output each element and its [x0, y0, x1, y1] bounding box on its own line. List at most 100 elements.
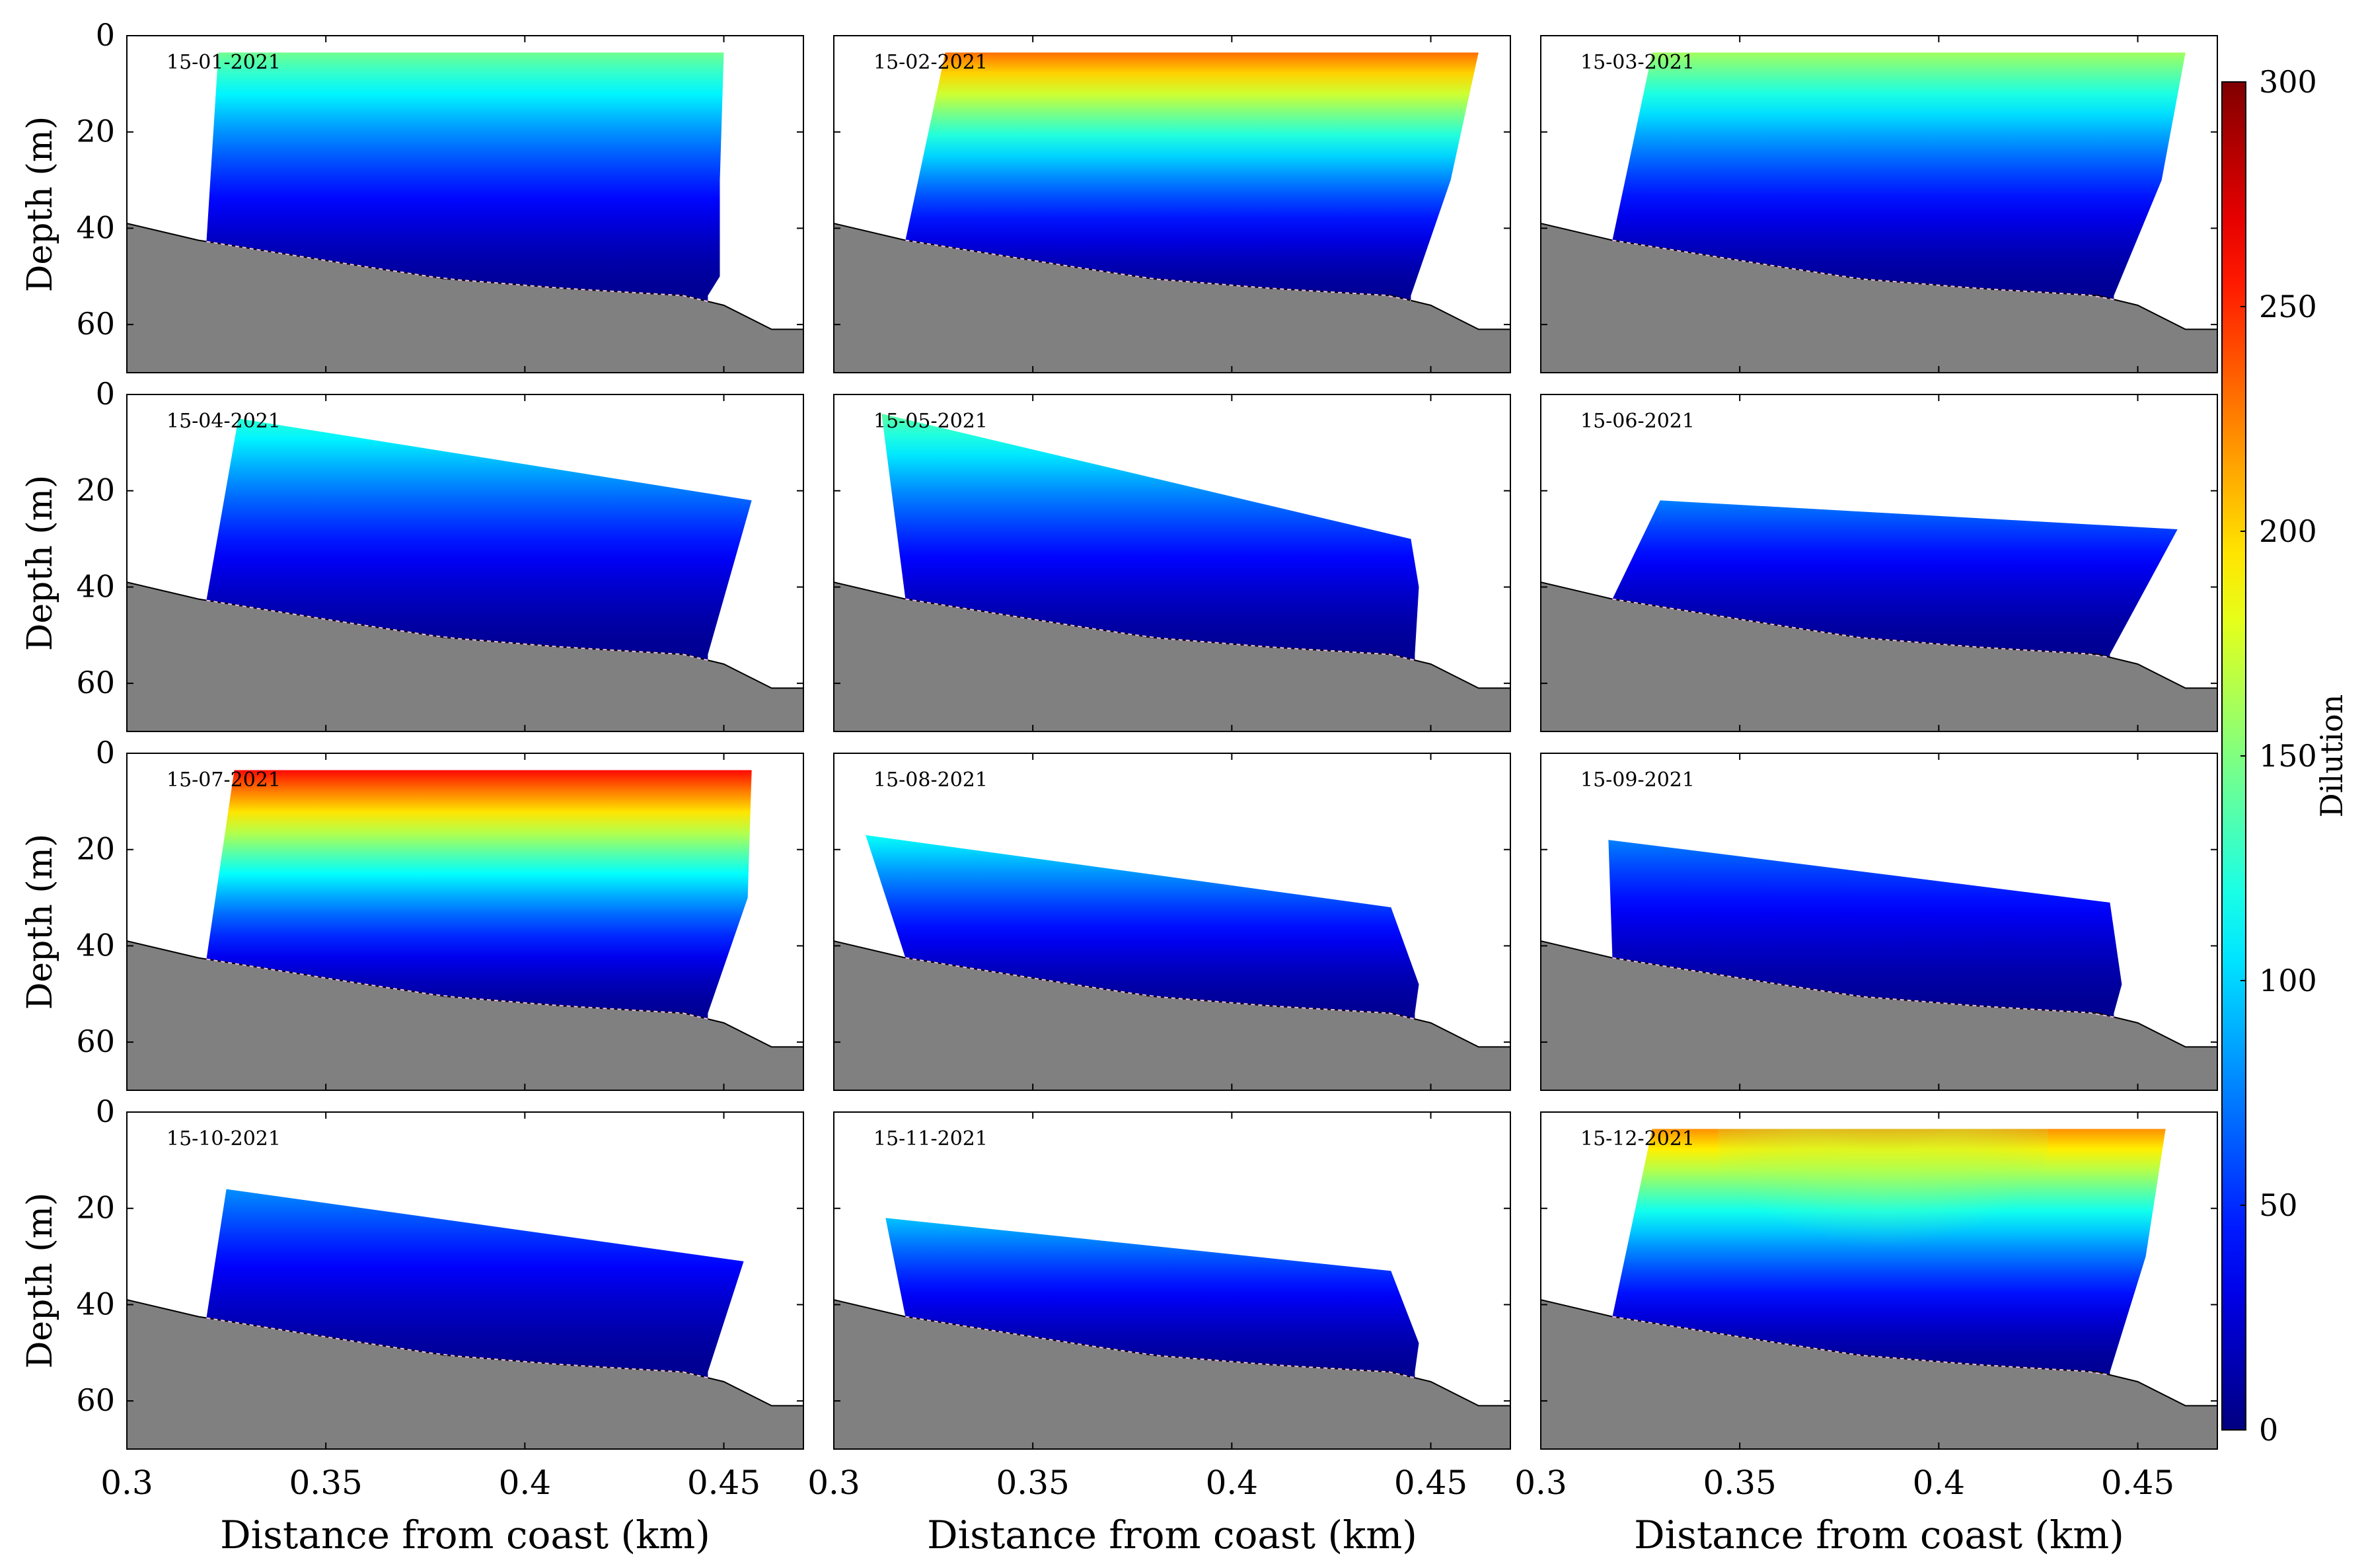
plume-base-line [905, 1316, 1415, 1379]
y-tick-label: 40 [76, 1286, 115, 1322]
panel-date: 15-02-2021 [873, 51, 988, 74]
x-tick-label: 0.45 [2101, 1464, 2174, 1502]
panel-plot-area [834, 835, 1510, 1090]
y-axis-label: Depth (m) [20, 1193, 60, 1369]
panel-date: 15-11-2021 [873, 1127, 988, 1150]
panel-plot-area [127, 52, 803, 373]
axes-frame [833, 394, 1511, 732]
plume [1612, 52, 2186, 300]
panel-15-05-2021: 15-05-2021 [833, 394, 1511, 732]
axes-frame [126, 394, 804, 732]
panel-date: 15-10-2021 [166, 1127, 281, 1150]
x-tick-label: 0.35 [1703, 1464, 1777, 1502]
panel-plot-area [834, 52, 1510, 373]
panel-plot-area [1541, 500, 2217, 731]
panel-15-11-2021: 15-11-2021 0.3 0.35 0.4 0.45 Distance from co… [807, 1111, 1511, 1557]
panel-date: 15-05-2021 [873, 410, 988, 433]
y-tick-label: 20 [76, 114, 115, 149]
x-axis-label: Distance from coast (km) [1634, 1512, 2124, 1557]
panel-date: 15-04-2021 [166, 410, 281, 433]
plume [206, 1189, 744, 1378]
plume [1608, 840, 2122, 1018]
panel-15-02-2021: 15-02-2021 [833, 35, 1511, 373]
x-tick-label: 0.3 [1514, 1464, 1567, 1502]
y-tick-label: 20 [76, 1190, 115, 1226]
panel-plot-area [1541, 840, 2217, 1090]
axes-frame [1540, 394, 2218, 732]
colorbar: 0 50 100 150 200 250 300 Dilution [2221, 64, 2349, 1448]
x-tick-label: 0.35 [289, 1464, 363, 1502]
colorbar-tick-label: 50 [2259, 1187, 2298, 1223]
y-tick-label: 0 [96, 735, 115, 770]
y-axis-label: Depth (m) [20, 475, 60, 652]
panel-date: 15-09-2021 [1580, 768, 1695, 792]
panel-plot-area [834, 1218, 1510, 1449]
plume-base-line [1612, 598, 2110, 658]
panel-plot-area [127, 418, 803, 731]
y-tick-label: 60 [76, 1382, 115, 1418]
panel-date: 15-01-2021 [166, 51, 281, 74]
plume [206, 770, 752, 1020]
plume [905, 52, 1479, 301]
panel-date: 15-08-2021 [873, 768, 988, 792]
axes-frame [1540, 1111, 2218, 1450]
colorbar-tick-label: 250 [2259, 289, 2317, 324]
panel-15-10-2021: 0 20 40 60 15-10-2021 Depth (m) 0.3 0.35 0.4 0.45… [20, 1094, 804, 1557]
x-tick-label: 0.4 [1913, 1464, 1966, 1502]
panel-15-03-2021: 15-03-2021 [1540, 35, 2218, 373]
panel-plot-area [1541, 1129, 2217, 1449]
panel-15-06-2021: 15-06-2021 [1540, 394, 2218, 732]
panel-date: 15-03-2021 [1580, 51, 1695, 74]
panel-date: 15-12-2021 [1580, 1127, 1695, 1150]
y-tick-label: 60 [76, 306, 115, 342]
hotspot [1718, 1129, 2049, 1327]
x-tick-label: 0.3 [100, 1464, 153, 1502]
panel-15-12-2021: 15-12-2021 0.3 0.35 0.4 0.45 Distance from co… [1514, 1111, 2218, 1557]
x-tick-label: 0.4 [1206, 1464, 1259, 1502]
plume [881, 414, 1419, 661]
colorbar-tick-label: 100 [2259, 963, 2317, 998]
colorbar-tick-label: 200 [2259, 513, 2317, 549]
x-tick-label: 0.45 [1394, 1464, 1467, 1502]
panel-date: 15-06-2021 [1580, 410, 1695, 433]
x-tick-label: 0.4 [499, 1464, 552, 1502]
y-axis-label: Depth (m) [20, 116, 60, 293]
colorbar-tick-label: 300 [2259, 64, 2317, 100]
x-axis-label: Distance from coast (km) [220, 1512, 710, 1557]
plume [206, 418, 752, 661]
axes-frame [126, 35, 804, 373]
panel-plot-area [127, 1189, 803, 1449]
x-tick-label: 0.45 [687, 1464, 760, 1502]
colorbar-tick-label: 150 [2259, 738, 2317, 774]
panel-15-08-2021: 15-08-2021 [833, 753, 1511, 1091]
axes-frame [1540, 35, 2218, 373]
panel-plot-area [127, 770, 803, 1090]
plume-base-line [1612, 1316, 2110, 1376]
y-tick-label: 40 [76, 568, 115, 604]
y-tick-label: 60 [76, 1024, 115, 1059]
colorbar-tick-label: 0 [2259, 1412, 2278, 1448]
panel-plot-area [834, 414, 1510, 731]
panel-15-04-2021: 0 20 40 60 15-04-2021 Depth (m) [20, 376, 804, 732]
panel-plot-area [1541, 52, 2217, 373]
y-tick-label: 20 [76, 472, 115, 508]
y-tick-label: 0 [96, 17, 115, 53]
axes-frame [126, 753, 804, 1091]
plume [1612, 500, 2178, 657]
x-tick-label: 0.35 [996, 1464, 1070, 1502]
y-tick-label: 40 [76, 209, 115, 245]
axes-frame [126, 1111, 804, 1450]
axes-frame [833, 1111, 1511, 1450]
panel-15-09-2021: 15-09-2021 [1540, 753, 2218, 1091]
panel-date: 15-07-2021 [166, 768, 281, 792]
plume-base-line [905, 598, 1415, 661]
y-tick-label: 60 [76, 665, 115, 700]
plume-base-line [905, 957, 1415, 1020]
colorbar-label: Dilution [2314, 694, 2349, 817]
y-tick-label: 20 [76, 831, 115, 867]
x-tick-label: 0.3 [807, 1464, 860, 1502]
y-tick-label: 0 [96, 376, 115, 412]
axes-frame [833, 753, 1511, 1091]
